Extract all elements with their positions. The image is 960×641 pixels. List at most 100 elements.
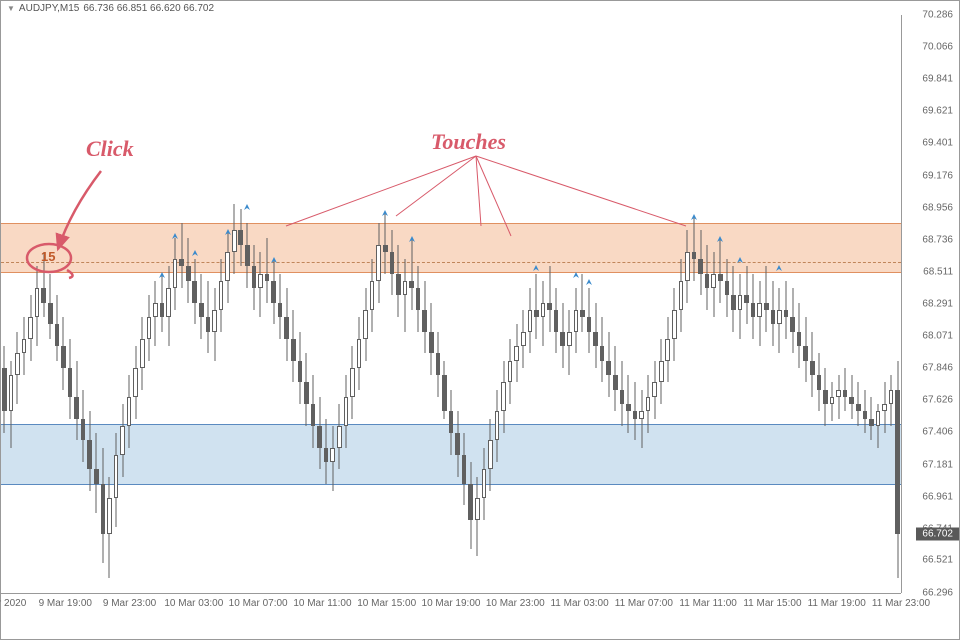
y-tick-label: 69.401 (922, 138, 953, 149)
x-tick-label: 11 Mar 23:00 (872, 598, 930, 609)
candle (784, 281, 789, 339)
candle (396, 245, 401, 317)
dropdown-icon[interactable]: ▼ (7, 4, 15, 13)
candle (350, 346, 355, 418)
candle (403, 259, 408, 331)
y-tick-label: 68.291 (922, 299, 953, 310)
y-tick-label: 68.956 (922, 202, 953, 213)
candle (574, 288, 579, 353)
candle (225, 230, 230, 302)
y-tick-label: 68.736 (922, 234, 953, 245)
candle (672, 288, 677, 360)
candle (639, 390, 644, 448)
candle (646, 375, 651, 433)
candle (160, 274, 165, 332)
candle (28, 295, 33, 360)
x-tick-label: 10 Mar 03:00 (164, 598, 223, 609)
x-tick-label: 11 Mar 19:00 (808, 598, 866, 609)
candle (823, 368, 828, 426)
candle (409, 238, 414, 310)
x-tick-label: 10 Mar 15:00 (357, 598, 416, 609)
candle (344, 375, 349, 447)
candle (534, 274, 539, 339)
x-tick-label: 10 Mar 11:00 (293, 598, 351, 609)
candle (107, 477, 112, 578)
plot-area[interactable] (1, 15, 901, 593)
candle (284, 288, 289, 360)
candle (514, 324, 519, 382)
y-tick-label: 70.066 (922, 41, 953, 52)
y-tick-label: 68.511 (923, 267, 953, 278)
candle (488, 419, 493, 491)
touch-marker-icon (689, 211, 699, 221)
candle (803, 317, 808, 382)
y-tick-label: 66.296 (922, 588, 953, 599)
candle (652, 361, 657, 419)
resistance-zone (1, 223, 901, 272)
touch-marker-icon (571, 269, 581, 279)
candle (501, 361, 506, 433)
candle (147, 295, 152, 360)
chart-container: ▼ AUDJPY,M15 66.736 66.851 66.620 66.702… (0, 0, 960, 640)
candle (567, 310, 572, 375)
candle (698, 230, 703, 295)
candle (863, 390, 868, 433)
candle (330, 426, 335, 491)
candle (317, 397, 322, 469)
candle (764, 266, 769, 331)
touch-marker-icon (407, 233, 417, 243)
touch-counter: 15 (41, 249, 55, 264)
candle (140, 317, 145, 389)
touch-marker-icon (774, 262, 784, 272)
candle (48, 274, 53, 339)
candle (856, 382, 861, 425)
x-tick-label: 10 Mar 23:00 (486, 598, 545, 609)
candle (560, 303, 565, 368)
candle (547, 266, 552, 331)
candle (74, 361, 79, 441)
candle (626, 375, 631, 433)
y-tick-label: 68.071 (922, 330, 953, 341)
candle (744, 266, 749, 324)
candle (600, 317, 605, 382)
candle (705, 245, 710, 310)
candle (22, 317, 27, 375)
y-tick-label: 69.176 (922, 170, 953, 181)
candle (869, 397, 874, 440)
candle (9, 361, 14, 448)
x-tick-label: 11 Mar 03:00 (550, 598, 608, 609)
candle (836, 375, 841, 418)
candle (718, 238, 723, 303)
candle (192, 259, 197, 324)
x-tick-label: 11 Mar 07:00 (615, 598, 673, 609)
candle (265, 238, 270, 303)
candle (127, 375, 132, 447)
candle (665, 317, 670, 382)
candle (462, 433, 467, 505)
candle (679, 259, 684, 331)
candle (311, 375, 316, 447)
y-tick-label: 67.181 (922, 459, 953, 470)
symbol-label: AUDJPY,M15 (19, 3, 79, 14)
candle (68, 339, 73, 419)
candle (258, 252, 263, 317)
candle (153, 281, 158, 346)
candle (173, 238, 178, 310)
candle (468, 462, 473, 549)
y-tick-label: 66.961 (922, 491, 953, 502)
candle (751, 274, 756, 339)
touch-marker-icon (735, 254, 745, 264)
candle (101, 448, 106, 564)
candle (711, 252, 716, 317)
candle (271, 259, 276, 324)
candle (55, 295, 60, 360)
candle (528, 288, 533, 353)
candle (771, 281, 776, 346)
y-tick-label: 69.621 (922, 106, 953, 117)
candle (219, 259, 224, 331)
candle (212, 288, 217, 360)
candle (895, 361, 900, 578)
candle (606, 332, 611, 397)
x-tick-label: 10 Mar 07:00 (229, 598, 288, 609)
touch-marker-icon (531, 262, 541, 272)
